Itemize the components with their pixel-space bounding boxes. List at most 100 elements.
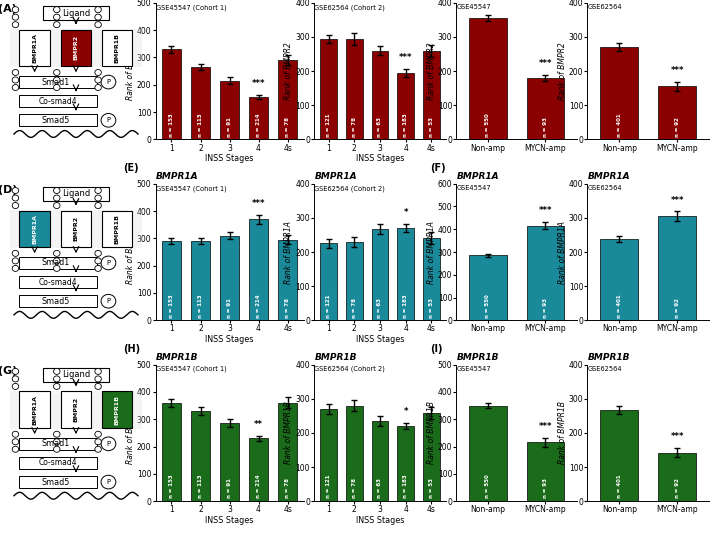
Text: BMPR2: BMPR2 [73, 216, 78, 241]
Circle shape [95, 195, 102, 201]
X-axis label: INSS Stages: INSS Stages [205, 154, 253, 163]
Text: n = 550: n = 550 [485, 113, 490, 137]
Circle shape [101, 295, 116, 308]
X-axis label: INSS Stages: INSS Stages [205, 335, 253, 344]
Text: (H): (H) [123, 344, 140, 353]
Text: (A): (A) [0, 4, 17, 14]
FancyBboxPatch shape [102, 211, 132, 247]
Y-axis label: Rank of BMPR1A: Rank of BMPR1A [284, 221, 294, 283]
Bar [397, 426, 414, 501]
Bar [278, 403, 297, 501]
Bar [162, 403, 181, 501]
Text: (D): (D) [0, 185, 17, 195]
Circle shape [12, 376, 19, 382]
FancyBboxPatch shape [19, 476, 97, 488]
Text: BMPR1A: BMPR1A [588, 172, 630, 181]
Circle shape [95, 258, 102, 264]
FancyBboxPatch shape [19, 30, 50, 66]
Bar [346, 242, 363, 320]
FancyBboxPatch shape [60, 391, 91, 428]
Bar [600, 47, 638, 139]
Text: GSE62564 (Cohort 2): GSE62564 (Cohort 2) [315, 185, 385, 192]
Bar [220, 423, 239, 501]
Text: *: * [403, 208, 408, 217]
Text: n = 92: n = 92 [675, 117, 680, 137]
Y-axis label: Rank of BMPR1A: Rank of BMPR1A [426, 221, 436, 283]
Text: ***: *** [670, 195, 684, 204]
Y-axis label: Rank of BMPR1B: Rank of BMPR1B [126, 402, 135, 464]
Bar [372, 50, 388, 139]
Text: n = 113: n = 113 [198, 475, 203, 498]
Circle shape [101, 75, 116, 89]
Bar [469, 18, 506, 139]
Text: n = 113: n = 113 [198, 294, 203, 318]
Bar [162, 49, 181, 139]
Circle shape [12, 69, 19, 76]
Circle shape [12, 7, 19, 13]
Text: n = 121: n = 121 [326, 475, 331, 498]
Bar [320, 409, 337, 501]
Text: n = 183: n = 183 [403, 475, 408, 498]
Circle shape [53, 258, 60, 264]
Text: P: P [107, 479, 110, 485]
Y-axis label: Rank of BMPR1B: Rank of BMPR1B [284, 402, 294, 464]
Text: ***: *** [670, 432, 684, 441]
Circle shape [53, 250, 60, 256]
Text: BMPR1A: BMPR1A [32, 33, 37, 63]
Text: n = 550: n = 550 [485, 475, 490, 498]
Text: n = 93: n = 93 [543, 116, 548, 137]
Bar [278, 60, 297, 139]
Text: n = 214: n = 214 [256, 475, 261, 498]
Circle shape [95, 431, 102, 437]
Text: n = 401: n = 401 [617, 113, 622, 137]
Circle shape [53, 384, 60, 389]
Bar [423, 52, 440, 139]
Bar [249, 219, 268, 320]
Text: n = 78: n = 78 [352, 297, 356, 318]
X-axis label: INSS Stages: INSS Stages [356, 516, 404, 525]
Text: BMPR1A: BMPR1A [32, 395, 37, 424]
Text: (I): (I) [430, 344, 443, 353]
Text: n = 183: n = 183 [403, 113, 408, 137]
Circle shape [95, 7, 102, 13]
Text: P: P [107, 298, 110, 304]
Text: n = 121: n = 121 [326, 113, 331, 137]
Text: Ligand: Ligand [62, 189, 90, 198]
Circle shape [53, 188, 60, 194]
X-axis label: INSS Stages: INSS Stages [356, 154, 404, 163]
Y-axis label: Rank of BMPR1B: Rank of BMPR1B [557, 402, 567, 464]
Y-axis label: Rank of BMPR2: Rank of BMPR2 [426, 42, 436, 100]
Circle shape [95, 85, 102, 91]
Circle shape [53, 203, 60, 208]
Circle shape [95, 250, 102, 256]
Circle shape [53, 446, 60, 452]
Text: BMPR1A: BMPR1A [315, 172, 357, 181]
Y-axis label: Rank of BMPR2: Rank of BMPR2 [557, 42, 567, 100]
Y-axis label: Rank of BMPR1A: Rank of BMPR1A [126, 221, 135, 283]
Bar [526, 226, 564, 320]
Circle shape [95, 203, 102, 208]
Y-axis label: Rank of BMPR1A: Rank of BMPR1A [557, 221, 567, 283]
Circle shape [12, 22, 19, 27]
Circle shape [12, 203, 19, 208]
Text: BMPR1A: BMPR1A [32, 214, 37, 244]
Circle shape [95, 376, 102, 382]
FancyBboxPatch shape [42, 6, 109, 20]
Circle shape [101, 256, 116, 270]
Text: BMPR1B: BMPR1B [114, 214, 120, 244]
Bar [191, 67, 210, 139]
FancyBboxPatch shape [19, 95, 97, 107]
Bar [600, 410, 638, 501]
Bar [9, 390, 143, 429]
Text: Co-smad4: Co-smad4 [39, 97, 78, 106]
Text: GSE62564 (Cohort 2): GSE62564 (Cohort 2) [315, 4, 385, 11]
Text: (E): (E) [123, 163, 138, 172]
Circle shape [53, 77, 60, 83]
Text: Ligand: Ligand [62, 8, 90, 17]
Text: n = 63: n = 63 [377, 478, 382, 498]
FancyBboxPatch shape [42, 368, 109, 382]
Text: n = 93: n = 93 [543, 478, 548, 498]
Bar [162, 241, 181, 320]
FancyBboxPatch shape [19, 114, 97, 126]
Circle shape [12, 250, 19, 256]
